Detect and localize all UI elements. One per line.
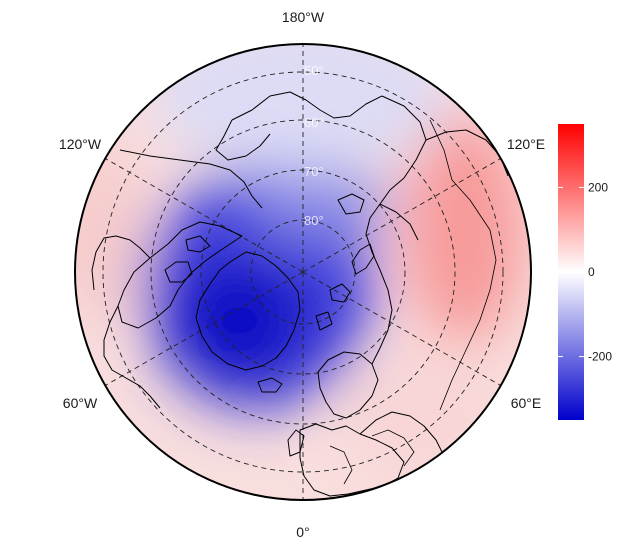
eurasia-outline xyxy=(365,95,427,365)
graticule xyxy=(93,44,513,500)
lon-label-120w: 120°W xyxy=(59,136,102,152)
colorbar-tick-label: 200 xyxy=(588,180,608,194)
map-boundary xyxy=(74,43,532,501)
north-america-outline xyxy=(117,221,243,329)
lat-label-50: 50° xyxy=(304,63,324,78)
colorbar-ticks: 200 0 -200 xyxy=(558,180,612,364)
lon-label-0: 0° xyxy=(296,524,309,540)
greenland-outline xyxy=(195,251,301,371)
lon-label-120e: 120°E xyxy=(507,136,545,152)
lat-label-60: 60° xyxy=(304,115,324,130)
lon-label-60w: 60°W xyxy=(63,395,98,411)
colorbar-tick-label: 0 xyxy=(588,265,595,279)
colorbar: 200 0 -200 xyxy=(558,124,612,420)
coastlines xyxy=(91,91,509,497)
lon-label-180w: 180°W xyxy=(282,9,325,25)
colorbar-tick-label: -200 xyxy=(588,350,612,364)
lat-label-80: 80° xyxy=(304,213,324,228)
lat-label-70: 70° xyxy=(304,164,324,179)
lon-label-60e: 60°E xyxy=(511,395,542,411)
